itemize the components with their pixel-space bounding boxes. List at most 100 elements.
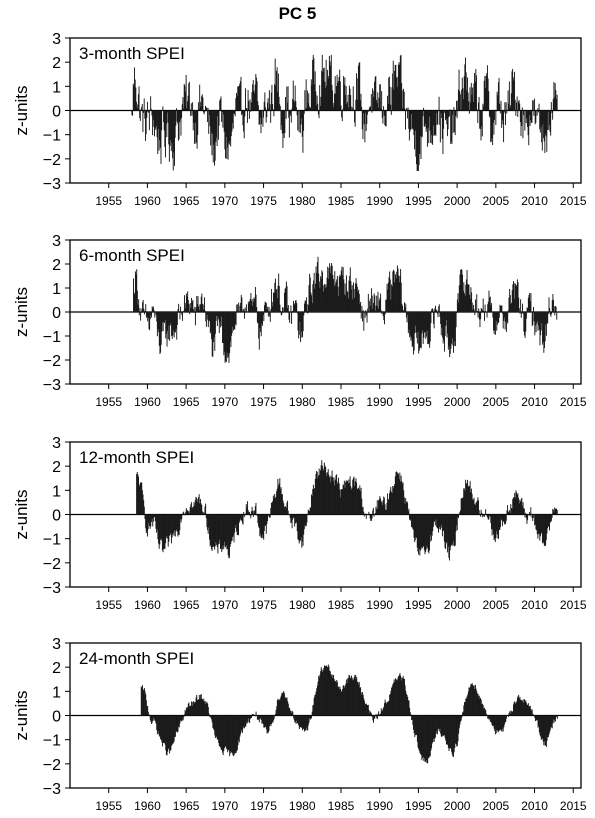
spei-bar — [267, 514, 269, 522]
spei-bar — [438, 306, 440, 312]
spei-bar — [147, 711, 149, 716]
spei-bar — [449, 109, 451, 111]
spei-bar — [280, 487, 282, 515]
spei-bar — [141, 308, 143, 312]
spei-bar — [366, 312, 368, 323]
spei-bar — [224, 110, 226, 150]
spei-bar — [309, 107, 311, 111]
spei-bar — [536, 110, 538, 116]
spei-bar — [404, 108, 406, 111]
spei-bar — [331, 84, 333, 111]
spei-bar — [196, 295, 198, 312]
spei-bar — [400, 677, 402, 716]
spei-bar — [480, 110, 482, 141]
spei-bar — [388, 500, 390, 515]
spei-bar — [169, 715, 171, 751]
spei-bar — [286, 86, 288, 111]
spei-bar — [307, 103, 309, 111]
spei-bar — [549, 307, 551, 312]
spei-bar — [346, 102, 348, 111]
spei-bar — [233, 312, 234, 331]
spei-bar — [311, 295, 313, 312]
spei-bar — [397, 268, 399, 312]
spei-bar — [225, 110, 227, 137]
spei-bar — [149, 715, 151, 720]
spei-bar — [150, 108, 152, 111]
spei-bar — [312, 54, 314, 111]
x-tick-label: 1960 — [134, 799, 161, 813]
spei-bar — [462, 88, 464, 111]
spei-bar — [518, 497, 520, 515]
spei-bar — [183, 714, 185, 716]
spei-bar — [176, 110, 178, 122]
spei-bar — [399, 276, 401, 312]
spei-bar — [351, 110, 353, 111]
spei-bar — [496, 91, 498, 111]
spei-bar — [422, 715, 424, 759]
spei-bar — [374, 81, 376, 111]
spei-bar — [252, 80, 254, 111]
spei-bar — [323, 291, 325, 312]
spei-bar — [274, 715, 276, 717]
spei-bar — [391, 284, 393, 312]
spei-bar — [320, 96, 322, 111]
spei-bar — [179, 312, 181, 320]
spei-bar — [349, 675, 351, 716]
spei-bar — [154, 514, 156, 517]
spei-bar — [175, 110, 177, 126]
spei-bar — [502, 312, 504, 314]
spei-bar — [134, 294, 136, 312]
spei-bar — [271, 288, 273, 312]
spei-bar — [521, 700, 523, 716]
spei-bar — [498, 312, 500, 318]
spei-bar — [315, 266, 317, 312]
spei-bar — [152, 514, 154, 522]
spei-bar — [240, 302, 242, 312]
spei-bar — [354, 674, 356, 716]
spei-bar — [323, 667, 325, 716]
spei-bar — [249, 511, 250, 515]
spei-bar — [522, 699, 524, 716]
spei-bar — [515, 110, 517, 116]
spei-bar — [309, 715, 311, 720]
spei-bar — [554, 715, 556, 722]
spei-bar — [479, 513, 481, 515]
spei-bar — [239, 83, 241, 111]
spei-bar — [394, 274, 396, 312]
spei-bar — [310, 292, 312, 312]
spei-bar — [196, 110, 198, 149]
spei-bar — [518, 100, 520, 111]
spei-bar — [534, 715, 536, 722]
spei-bar — [162, 715, 163, 747]
spei-bar — [445, 110, 446, 121]
spei-bar — [432, 309, 434, 312]
spei-bar — [489, 296, 491, 312]
spei-bar — [305, 715, 307, 728]
spei-bar — [143, 689, 145, 716]
spei-bar — [171, 715, 173, 746]
spei-bar — [175, 715, 177, 732]
spei-bar — [316, 95, 318, 111]
spei-bar — [306, 107, 308, 111]
spei-bar — [422, 312, 424, 344]
spei-bar — [281, 494, 283, 515]
spei-bar — [324, 666, 326, 716]
spei-bar — [277, 698, 279, 716]
spei-bar — [320, 667, 322, 716]
spei-bar — [378, 500, 380, 515]
spei-bar — [369, 298, 371, 312]
spei-bar — [226, 514, 228, 550]
spei-bar — [533, 514, 535, 515]
spei-bar — [390, 690, 392, 716]
spei-bar — [538, 514, 540, 535]
spei-bar — [191, 110, 193, 116]
spei-bar — [364, 312, 366, 318]
spei-bar — [401, 483, 403, 515]
spei-bar — [374, 76, 376, 111]
spei-bar — [218, 514, 220, 540]
spei-bar — [397, 86, 399, 111]
spei-bar — [367, 308, 369, 312]
spei-bar — [556, 715, 558, 719]
spei-bar — [251, 305, 253, 312]
